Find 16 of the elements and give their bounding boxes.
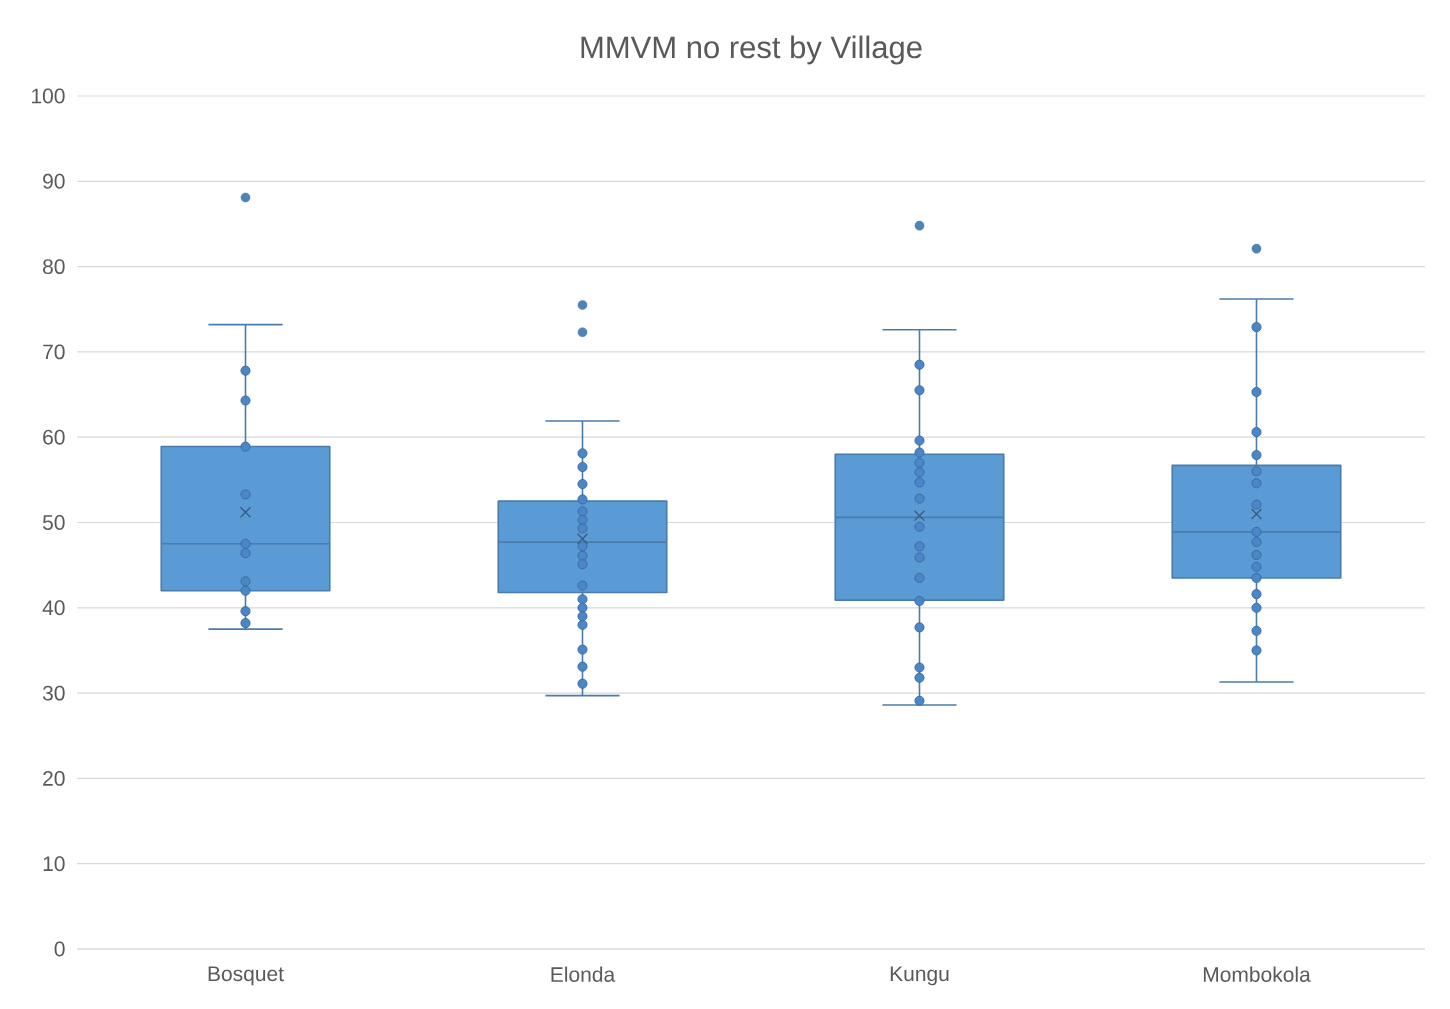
x-tick-label: Bosquet [208, 966, 284, 986]
y-tick-label: 100 [32, 88, 65, 104]
y-tick-label: 60 [43, 429, 65, 445]
y-tick-label: 80 [43, 259, 65, 275]
chart-title: MMVM no rest by Village [581, 35, 922, 65]
y-tick-label: 0 [54, 941, 65, 957]
y-tick-label: 90 [43, 173, 65, 189]
y-tick-label: 10 [43, 856, 65, 872]
x-tick-label: Mombokola [1203, 966, 1311, 982]
y-tick-label: 70 [43, 344, 65, 360]
y-tick-label: 50 [42, 515, 65, 530]
x-tick-label: Elonda [551, 966, 616, 982]
y-tick-label: 20 [43, 770, 65, 786]
y-tick-label: 30 [42, 685, 65, 701]
y-tick-label: 40 [42, 600, 65, 616]
x-tick-label: Kungu [890, 966, 949, 986]
